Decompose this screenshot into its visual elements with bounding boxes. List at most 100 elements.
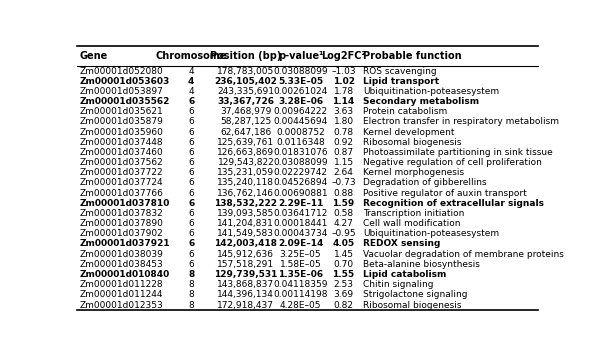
Text: 6: 6: [188, 128, 194, 137]
Text: 139,093,585: 139,093,585: [217, 209, 275, 218]
Text: 1.14: 1.14: [332, 97, 355, 106]
Text: 135,231,059: 135,231,059: [217, 168, 274, 177]
Text: 236,105,402: 236,105,402: [214, 77, 277, 86]
Text: –1.03: –1.03: [331, 67, 356, 76]
Text: Degradation of gibberellins: Degradation of gibberellins: [363, 179, 487, 187]
Text: 0.01831076: 0.01831076: [273, 148, 328, 157]
Text: 0.00114198: 0.00114198: [273, 290, 328, 299]
Text: 172,918,437: 172,918,437: [217, 300, 274, 310]
Text: 6: 6: [188, 199, 194, 208]
Text: 141,549,583: 141,549,583: [217, 229, 274, 238]
Text: Zm00001d037460: Zm00001d037460: [79, 148, 163, 157]
Text: Zm00001d038453: Zm00001d038453: [79, 260, 163, 269]
Text: Protein catabolism: Protein catabolism: [363, 107, 447, 116]
Text: 6: 6: [188, 189, 194, 198]
Text: 157,518,291: 157,518,291: [217, 260, 274, 269]
Text: 143,868,837: 143,868,837: [217, 280, 274, 289]
Text: 37,468,979: 37,468,979: [220, 107, 272, 116]
Text: 1.15: 1.15: [334, 158, 353, 167]
Text: 62,647,186: 62,647,186: [220, 128, 272, 137]
Text: 58,287,125: 58,287,125: [220, 118, 272, 126]
Text: 136,762,146: 136,762,146: [217, 189, 274, 198]
Text: 178,783,005: 178,783,005: [217, 67, 275, 76]
Text: 1.35E–06: 1.35E–06: [278, 270, 323, 279]
Text: 1.80: 1.80: [334, 118, 353, 126]
Text: Zm00001d037921: Zm00001d037921: [79, 239, 170, 249]
Text: Beta-alanine biosynthesis: Beta-alanine biosynthesis: [363, 260, 480, 269]
Text: Zm00001d052080: Zm00001d052080: [79, 67, 163, 76]
Text: Ribosomal biogenesis: Ribosomal biogenesis: [363, 300, 461, 310]
Text: 8: 8: [188, 300, 194, 310]
Text: 1.02: 1.02: [332, 77, 355, 86]
Text: 3.25E–05: 3.25E–05: [280, 250, 322, 259]
Text: Chitin signaling: Chitin signaling: [363, 280, 433, 289]
Text: 144,396,134: 144,396,134: [217, 290, 274, 299]
Text: 0.00043734: 0.00043734: [274, 229, 328, 238]
Text: Zm00001d035621: Zm00001d035621: [79, 107, 163, 116]
Text: Probable function: Probable function: [363, 51, 461, 61]
Text: 6: 6: [188, 97, 194, 106]
Text: 129,739,531: 129,739,531: [214, 270, 278, 279]
Text: –0.73: –0.73: [331, 179, 356, 187]
Text: 6: 6: [188, 209, 194, 218]
Text: 0.00445694: 0.00445694: [274, 118, 328, 126]
Text: 4.28E–05: 4.28E–05: [280, 300, 321, 310]
Text: Log2FC²: Log2FC²: [321, 51, 366, 61]
Text: 2.64: 2.64: [334, 168, 353, 177]
Text: Zm00001d035879: Zm00001d035879: [79, 118, 163, 126]
Text: Zm00001d037810: Zm00001d037810: [79, 199, 170, 208]
Text: 6: 6: [188, 239, 194, 249]
Text: 0.03088099: 0.03088099: [273, 67, 328, 76]
Text: 33,367,726: 33,367,726: [217, 97, 274, 106]
Text: Zm00001d037766: Zm00001d037766: [79, 189, 163, 198]
Text: 142,003,418: 142,003,418: [214, 239, 277, 249]
Text: 125,639,761: 125,639,761: [217, 138, 274, 147]
Text: 6: 6: [188, 138, 194, 147]
Text: 0.82: 0.82: [334, 300, 353, 310]
Text: Kernel development: Kernel development: [363, 128, 454, 137]
Text: 6: 6: [188, 118, 194, 126]
Text: Zm00001d010840: Zm00001d010840: [79, 270, 169, 279]
Text: 0.03088099: 0.03088099: [273, 158, 328, 167]
Text: 0.04118359: 0.04118359: [273, 280, 328, 289]
Text: 1.45: 1.45: [334, 250, 353, 259]
Text: 2.53: 2.53: [334, 280, 353, 289]
Text: 2.09E–14: 2.09E–14: [278, 239, 323, 249]
Text: 0.88: 0.88: [334, 189, 353, 198]
Text: Zm00001d035960: Zm00001d035960: [79, 128, 163, 137]
Text: 3.28E–06: 3.28E–06: [278, 97, 323, 106]
Text: Lipid transport: Lipid transport: [363, 77, 439, 86]
Text: 0.70: 0.70: [334, 260, 353, 269]
Text: Transcription initiation: Transcription initiation: [363, 209, 464, 218]
Text: 1.55: 1.55: [332, 270, 355, 279]
Text: 4: 4: [188, 87, 194, 96]
Text: 4.05: 4.05: [332, 239, 355, 249]
Text: 0.58: 0.58: [334, 209, 353, 218]
Text: p-value¹: p-value¹: [278, 51, 323, 61]
Text: Cell wall modification: Cell wall modification: [363, 219, 460, 228]
Text: 243,335,691: 243,335,691: [217, 87, 274, 96]
Text: Negative regulation of cell proliferation: Negative regulation of cell proliferatio…: [363, 158, 542, 167]
Text: Zm00001d037724: Zm00001d037724: [79, 179, 163, 187]
Text: 4: 4: [188, 77, 194, 86]
Text: Strigolactone signaling: Strigolactone signaling: [363, 290, 467, 299]
Text: 5.33E–05: 5.33E–05: [278, 77, 323, 86]
Text: Positive regulator of auxin transport: Positive regulator of auxin transport: [363, 189, 527, 198]
Text: Chromosome: Chromosome: [155, 51, 227, 61]
Text: Photoassimilate partitioning in sink tissue: Photoassimilate partitioning in sink tis…: [363, 148, 553, 157]
Text: Vacuolar degradation of membrane proteins: Vacuolar degradation of membrane protein…: [363, 250, 564, 259]
Text: 0.0008752: 0.0008752: [276, 128, 325, 137]
Text: 3.69: 3.69: [334, 290, 353, 299]
Text: 6: 6: [188, 229, 194, 238]
Text: Zm00001d011244: Zm00001d011244: [79, 290, 163, 299]
Text: ROS scavenging: ROS scavenging: [363, 67, 436, 76]
Text: 0.00018441: 0.00018441: [274, 219, 328, 228]
Text: Secondary metabolism: Secondary metabolism: [363, 97, 479, 106]
Text: Ubiquitination-poteasesystem: Ubiquitination-poteasesystem: [363, 87, 499, 96]
Text: 1.59: 1.59: [332, 199, 355, 208]
Text: Zm00001d037832: Zm00001d037832: [79, 209, 163, 218]
Text: 138,532,222: 138,532,222: [214, 199, 277, 208]
Text: 135,240,118: 135,240,118: [217, 179, 274, 187]
Text: Electron transfer in respiratory metabolism: Electron transfer in respiratory metabol…: [363, 118, 559, 126]
Text: 1.78: 1.78: [334, 87, 353, 96]
